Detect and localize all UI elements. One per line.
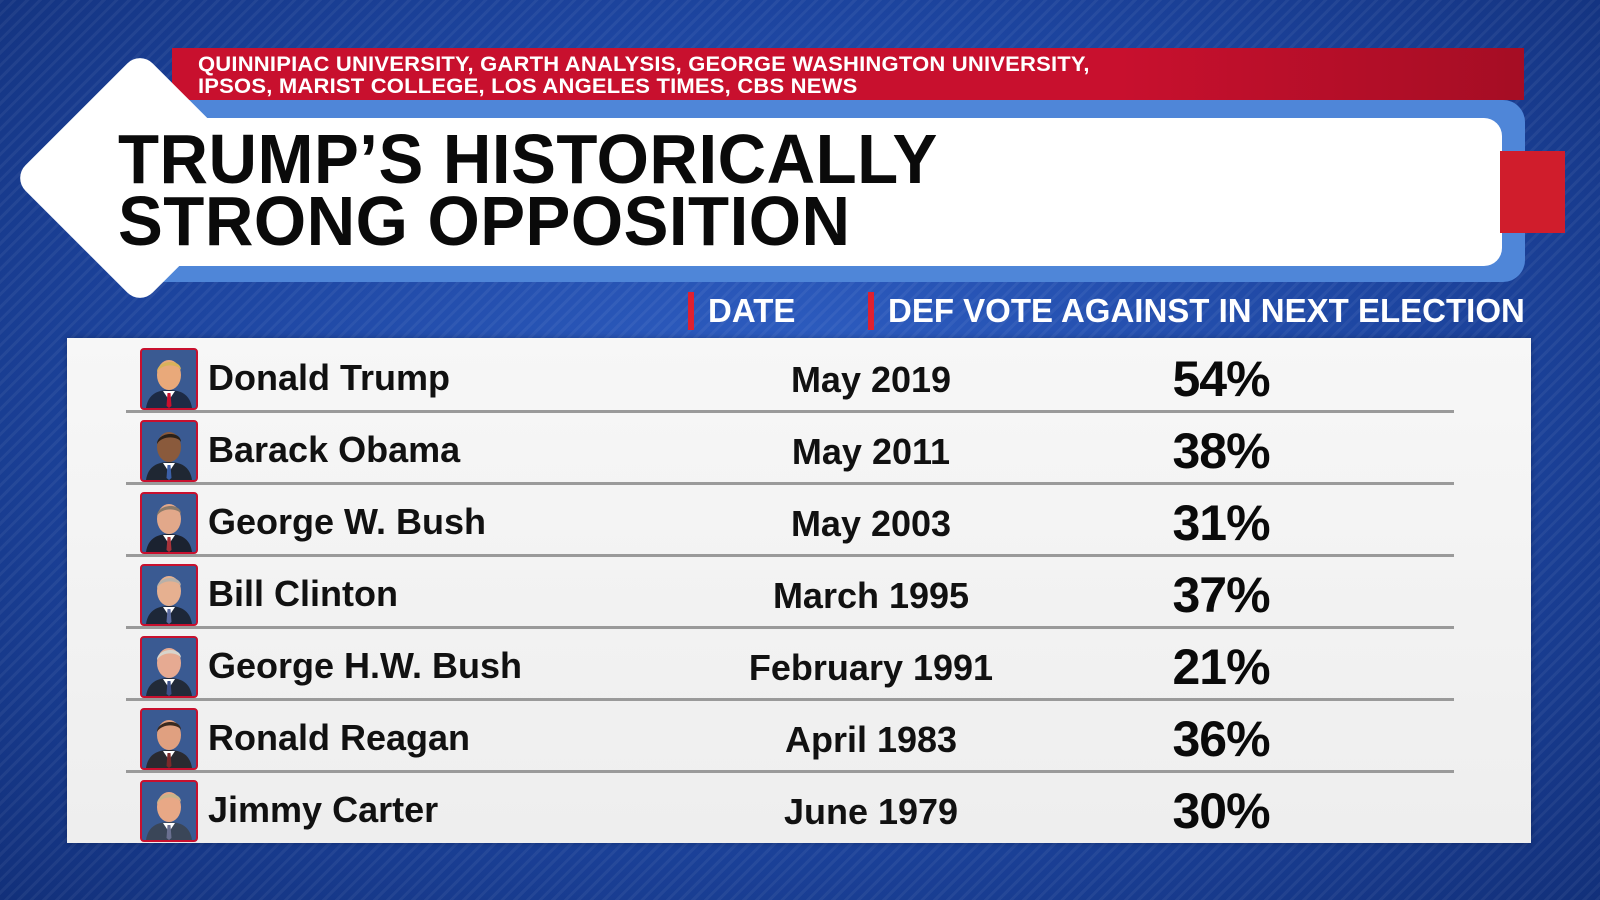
president-name: Donald Trump — [208, 357, 450, 398]
vote-against-percent: 36% — [1172, 711, 1270, 767]
row-divider — [126, 698, 1454, 701]
president-name: Ronald Reagan — [208, 717, 471, 758]
vote-against-percent: 30% — [1172, 783, 1270, 839]
portrait-icon — [140, 348, 198, 410]
table-row: Donald Trump May 2019 54% — [126, 341, 1454, 413]
president-name: Bill Clinton — [208, 573, 398, 614]
portrait-icon — [140, 780, 198, 842]
portrait-icon — [140, 492, 198, 554]
portrait-icon — [140, 708, 198, 770]
table-row: Bill Clinton March 1995 37% — [126, 557, 1454, 629]
vote-against-percent: 54% — [1172, 351, 1270, 407]
source-bar — [172, 48, 1524, 100]
poll-date: April 1983 — [784, 719, 958, 760]
column-header-vote: DEF VOTE AGAINST IN NEXT ELECTION — [868, 292, 1525, 330]
row-divider — [126, 482, 1454, 485]
table-row: George H.W. Bush February 1991 21% — [126, 629, 1454, 701]
vote-against-percent: 38% — [1172, 423, 1270, 479]
president-name: George W. Bush — [208, 501, 487, 542]
column-header-date: DATE — [688, 292, 795, 330]
poll-date: March 1995 — [772, 575, 970, 616]
president-name: George H.W. Bush — [208, 645, 523, 686]
table-row: Barack Obama May 2011 38% — [126, 413, 1454, 485]
portrait-icon — [140, 636, 198, 698]
poll-date: May 2019 — [790, 359, 952, 400]
portrait-icon — [140, 564, 198, 626]
president-name: Barack Obama — [208, 429, 461, 470]
row-divider — [126, 410, 1454, 413]
headline-line-1: TRUMP’S HISTORICALLY — [118, 120, 938, 198]
vote-against-percent: 21% — [1172, 639, 1270, 695]
source-line-1: QUINNIPIAC UNIVERSITY, GARTH ANALYSIS, G… — [198, 52, 1090, 76]
source-line-2: IPSOS, MARIST COLLEGE, LOS ANGELES TIMES… — [198, 73, 858, 98]
poll-date: February 1991 — [748, 647, 994, 688]
vote-against-percent: 37% — [1172, 567, 1270, 623]
table-row: George W. Bush May 2003 31% — [126, 485, 1454, 557]
row-divider — [126, 554, 1454, 557]
vote-against-percent: 31% — [1172, 495, 1270, 551]
table-row: Ronald Reagan April 1983 36% — [126, 701, 1454, 773]
headline: TRUMP’S HISTORICALLY STRONG OPPOSITION — [118, 120, 938, 260]
source-credits: QUINNIPIAC UNIVERSITY, GARTH ANALYSIS, G… — [198, 53, 1090, 97]
poll-date: June 1979 — [783, 791, 959, 832]
headline-line-2: STRONG OPPOSITION — [118, 182, 851, 260]
row-divider — [126, 626, 1454, 629]
portrait-icon — [140, 420, 198, 482]
poll-date: May 2011 — [791, 431, 951, 472]
results-table — [67, 338, 1531, 843]
president-name: Jimmy Carter — [208, 789, 439, 830]
poll-date: May 2003 — [790, 503, 952, 544]
title-red-tab — [1500, 151, 1565, 233]
row-divider — [126, 770, 1454, 773]
title-panel — [150, 118, 1502, 266]
table-row: Jimmy Carter June 1979 30% — [126, 773, 1454, 845]
